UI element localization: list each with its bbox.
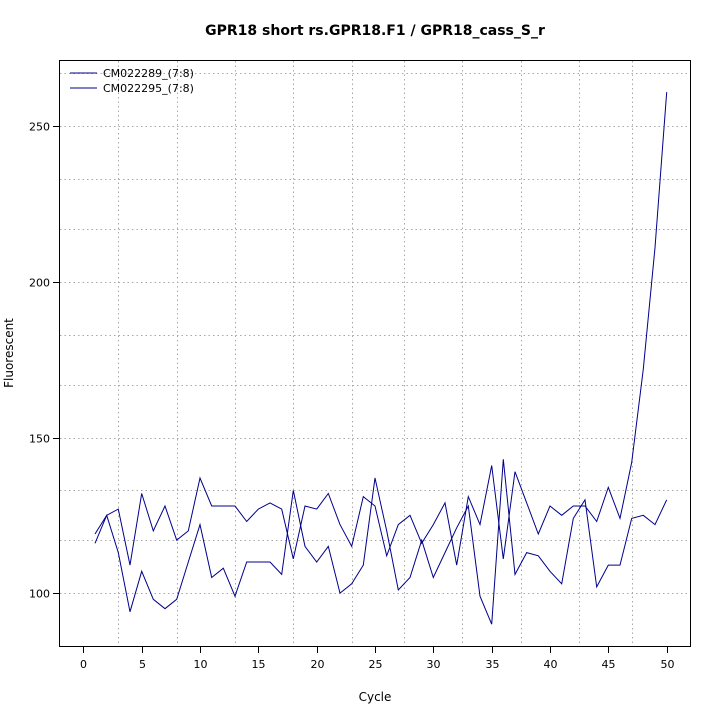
series-line-1 [94,92,668,566]
x-tick-label: 20 [311,658,325,671]
y-axis-label: Fluorescent [2,318,16,388]
x-tick-label: 50 [661,658,675,671]
x-tick-label: 25 [369,658,383,671]
axis-layer: 0 5 10 15 20 25 30 35 40 45 50 100 150 200 250 [29,121,675,672]
x-tick-label: 0 [80,658,87,671]
x-axis-label: Cycle [359,690,392,704]
y-tick-label: 150 [29,433,50,446]
legend-label: CM022295_(7:8) [103,82,194,95]
x-tick-label: 30 [427,658,441,671]
x-tick-label: 5 [139,658,146,671]
chart-title: GPR18 short rs.GPR18.F1 / GPR18_cass_S_r [205,23,545,39]
grid-layer [60,61,690,646]
x-tick-label: 35 [486,658,500,671]
y-tick-label: 250 [29,121,50,134]
x-tick-label: 10 [194,658,208,671]
y-tick-label: 200 [29,277,50,290]
series-layer [94,92,668,625]
x-tick-label: 15 [252,658,266,671]
legend: CM022289_(7:8) CM022295_(7:8) [70,67,194,95]
legend-label: CM022289_(7:8) [103,67,194,80]
x-tick-label: 40 [544,658,558,671]
y-tick-label: 100 [29,588,50,601]
series-line-2 [94,459,668,625]
x-tick-label: 45 [602,658,616,671]
